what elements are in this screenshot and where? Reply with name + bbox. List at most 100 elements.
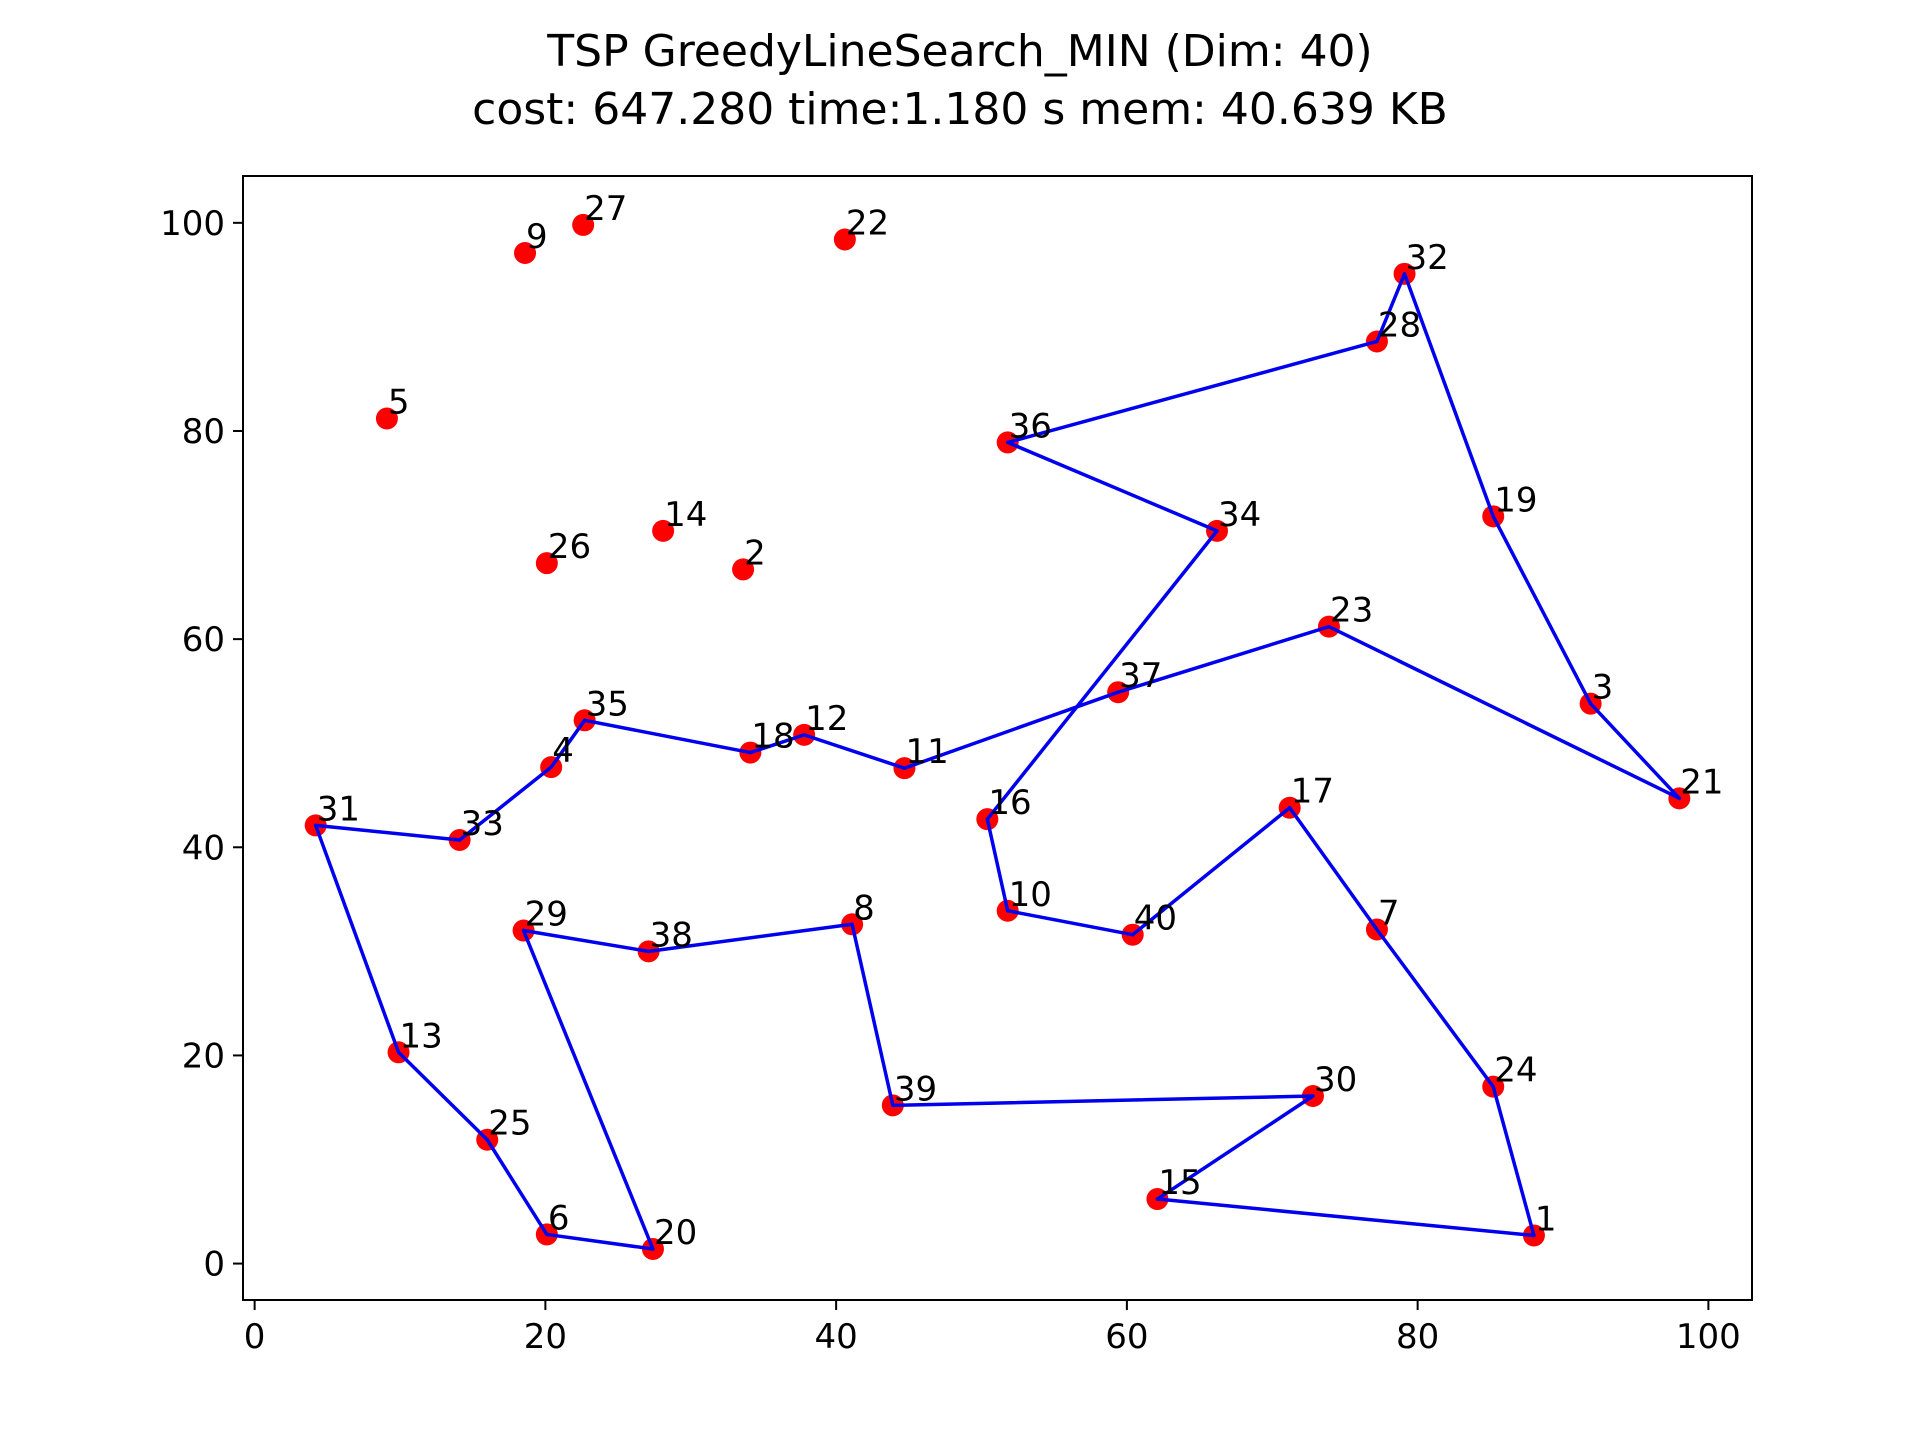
city-label: 14 — [664, 495, 707, 535]
tour-edge — [748, 733, 806, 755]
x-tick-label: 60 — [1105, 1317, 1148, 1357]
tour-edge — [1130, 805, 1292, 937]
tour-edge — [1491, 1084, 1536, 1238]
y-axis-ticks: 0 20 40 60 80 100 — [160, 204, 243, 1285]
x-tick-label: 20 — [524, 1317, 567, 1357]
tour-path — [313, 272, 1682, 1251]
city-label: 4 — [552, 731, 574, 771]
tour-edge — [850, 922, 895, 1108]
tour-edge — [1402, 272, 1495, 519]
city-label: 19 — [1494, 480, 1537, 520]
city-label: 35 — [586, 684, 629, 724]
tour-edge — [549, 718, 587, 769]
tour-edge — [1155, 1197, 1536, 1238]
tour-edge — [1375, 927, 1495, 1089]
y-tick-label: 80 — [182, 412, 225, 452]
city-label: 40 — [1134, 899, 1177, 939]
city-label: 39 — [894, 1069, 937, 1109]
tour-edge — [396, 1050, 489, 1142]
city-label: 7 — [1378, 893, 1400, 933]
plot-frame — [242, 175, 1753, 1301]
city-label: 34 — [1218, 495, 1261, 535]
city-label: 24 — [1494, 1051, 1537, 1091]
tour-edge — [985, 529, 1219, 821]
tour-edge — [313, 823, 462, 842]
city-label: 32 — [1406, 238, 1449, 278]
y-tick-label: 60 — [182, 620, 225, 660]
tour-edge — [1116, 624, 1331, 694]
city-label: 8 — [853, 888, 875, 928]
city-point — [535, 552, 558, 575]
tour-edge — [582, 718, 753, 755]
tour-edge — [1005, 909, 1135, 937]
city-point — [833, 228, 856, 251]
city-label: 13 — [400, 1016, 443, 1056]
chart-title: TSP GreedyLineSearch_MIN (Dim: 40) — [546, 26, 1372, 77]
tour-edge — [1005, 440, 1219, 533]
city-point — [375, 407, 398, 430]
tour-edge — [1005, 339, 1379, 445]
city-label: 10 — [1009, 875, 1052, 915]
tour-edge — [1327, 624, 1682, 801]
tour-edge — [521, 928, 655, 1251]
tour-edge — [1375, 272, 1407, 344]
tour-edge — [1155, 1094, 1315, 1201]
city-label: 25 — [488, 1104, 531, 1144]
city-label: 16 — [988, 783, 1031, 823]
city-label: 30 — [1314, 1060, 1357, 1100]
tour-edge — [646, 922, 854, 954]
city-label: 9 — [526, 217, 548, 257]
y-tick-label: 40 — [182, 828, 225, 868]
tour-edge — [545, 1232, 655, 1251]
city-label: 33 — [461, 804, 504, 844]
tour-edge — [485, 1137, 549, 1237]
city-label: 2 — [744, 533, 766, 573]
tour-edge — [1491, 514, 1593, 706]
city-label: 18 — [751, 717, 794, 757]
city-point — [732, 558, 755, 581]
city-label: 15 — [1158, 1163, 1201, 1203]
chart-subtitle: cost: 647.280 time:1.180 s mem: 40.639 K… — [472, 84, 1448, 135]
city-label: 28 — [1378, 305, 1421, 345]
city-label: 26 — [548, 527, 591, 567]
city-point — [514, 242, 537, 265]
y-tick-label: 20 — [182, 1036, 225, 1076]
axes-frame — [242, 175, 1753, 1301]
city-label: 36 — [1009, 406, 1052, 446]
tour-edge — [521, 928, 651, 954]
city-label: 23 — [1330, 591, 1373, 631]
x-tick-label: 100 — [1676, 1317, 1741, 1357]
tour-edge — [457, 765, 553, 842]
tour-edge — [985, 817, 1010, 913]
tour-edge — [802, 733, 907, 770]
x-axis-ticks: 0 20 40 60 80 100 — [244, 1300, 1741, 1357]
city-point — [572, 213, 595, 236]
city-label: 29 — [525, 895, 568, 935]
tour-edge — [1588, 701, 1682, 801]
city-label: 21 — [1680, 762, 1723, 802]
city-label: 27 — [584, 189, 627, 229]
x-tick-label: 0 — [244, 1317, 266, 1357]
tour-edge — [1287, 805, 1379, 932]
city-label: 37 — [1119, 656, 1162, 696]
city-point — [652, 519, 675, 542]
y-tick-label: 100 — [160, 204, 225, 244]
tour-edge — [891, 1094, 1315, 1108]
city-label: 5 — [388, 382, 410, 422]
tour-edge — [902, 690, 1120, 770]
x-tick-label: 80 — [1396, 1317, 1439, 1357]
y-tick-label: 0 — [203, 1245, 225, 1285]
city-label: 20 — [654, 1213, 697, 1253]
city-label: 1 — [1535, 1199, 1557, 1239]
city-label: 6 — [548, 1198, 570, 1238]
x-tick-label: 40 — [815, 1317, 858, 1357]
city-label: 11 — [905, 732, 948, 772]
city-label: 22 — [846, 203, 889, 243]
city-label: 3 — [1592, 668, 1614, 708]
city-label: 17 — [1291, 772, 1334, 812]
city-label: 38 — [650, 915, 693, 955]
city-label: 12 — [805, 699, 848, 739]
